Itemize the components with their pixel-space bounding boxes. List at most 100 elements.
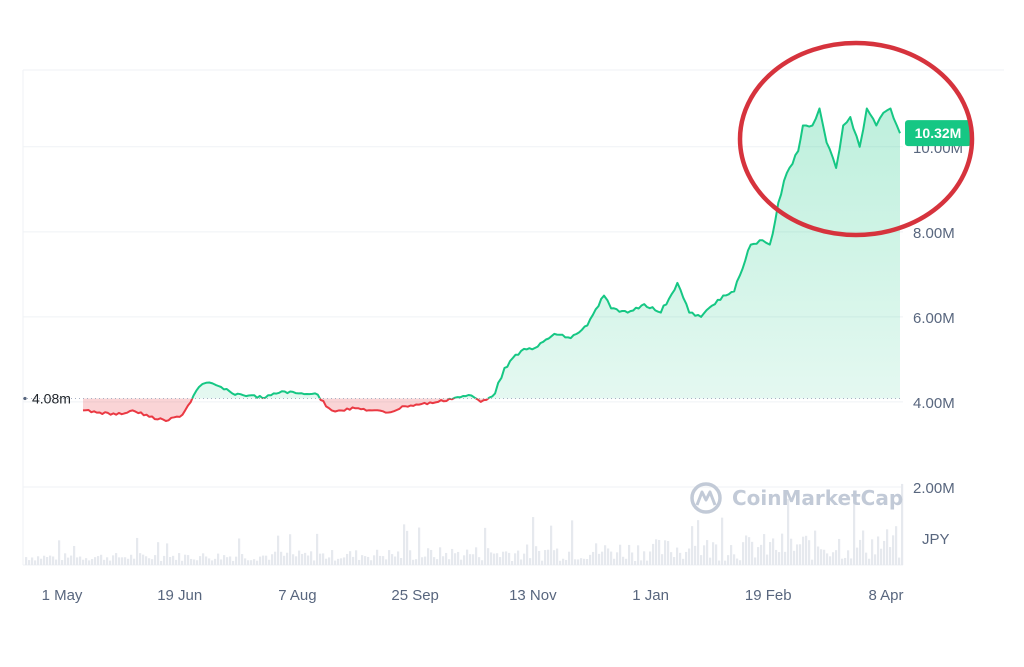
volume-bar xyxy=(25,557,28,565)
volume-bar xyxy=(514,553,517,565)
volume-bar xyxy=(769,542,772,565)
volume-bar xyxy=(787,498,790,565)
volume-bar xyxy=(208,558,211,565)
volume-bar xyxy=(295,556,298,565)
volume-bar xyxy=(850,558,853,565)
volume-bar xyxy=(217,553,220,565)
volume-bar xyxy=(667,541,670,565)
volume-bar xyxy=(223,555,226,565)
x-tick-label: 13 Nov xyxy=(509,587,557,604)
volume-bar xyxy=(880,548,883,565)
volume-bar xyxy=(73,545,76,565)
volume-bar xyxy=(118,557,121,565)
x-tick-label: 1 Jan xyxy=(632,587,669,604)
volume-bar xyxy=(541,560,544,565)
volume-bar xyxy=(820,549,823,565)
volume-bar xyxy=(613,558,616,565)
volume-bar xyxy=(703,545,706,565)
volume-bar xyxy=(640,560,643,565)
volume-bar xyxy=(610,551,613,565)
volume-bar xyxy=(100,554,103,565)
volume-bar xyxy=(865,552,868,565)
volume-bar xyxy=(814,530,817,565)
volume-bar xyxy=(358,559,361,565)
volume-bar xyxy=(844,557,847,565)
volume-bar xyxy=(637,545,640,565)
reference-label: 4.08m xyxy=(32,391,71,407)
volume-bar xyxy=(577,559,580,565)
volume-bar xyxy=(760,544,763,565)
volume-bar xyxy=(727,555,730,565)
volume-bar xyxy=(766,554,769,565)
volume-bar xyxy=(868,558,871,565)
volume-bar xyxy=(730,545,733,565)
price-areas xyxy=(83,108,900,421)
y-tick-label: 8.00M xyxy=(913,225,955,242)
volume-bar xyxy=(340,558,343,565)
volume-bar xyxy=(142,554,145,565)
volume-bar xyxy=(94,557,97,565)
volume-bar xyxy=(349,551,352,565)
volume-bar xyxy=(220,559,223,565)
volume-bar xyxy=(130,554,133,565)
volume-bar xyxy=(169,557,172,565)
volume-bar xyxy=(631,552,634,565)
volume-bar xyxy=(250,560,253,565)
volume-bar xyxy=(670,552,673,565)
volume-bar xyxy=(46,557,49,565)
volume-bar xyxy=(712,542,715,565)
volume-bar xyxy=(433,557,436,565)
volume-bar xyxy=(886,529,889,565)
volume-bar xyxy=(487,548,490,565)
volume-bar xyxy=(652,543,655,565)
volume-bar xyxy=(493,553,496,565)
volume-bar xyxy=(430,549,433,565)
volume-bar xyxy=(331,550,334,565)
x-tick-label: 1 May xyxy=(42,587,83,604)
volume-bar xyxy=(586,559,589,565)
volume-bar xyxy=(481,560,484,565)
volume-bar xyxy=(400,557,403,565)
volume-bar xyxy=(379,555,382,565)
volume-bar xyxy=(178,553,181,565)
volume-bar xyxy=(523,553,526,565)
volume-bar xyxy=(556,548,559,565)
area-below-reference xyxy=(83,398,489,421)
volume-bar xyxy=(685,551,688,565)
volume-bar xyxy=(451,548,454,565)
volume-bar xyxy=(562,558,565,565)
volume-bar xyxy=(373,555,376,565)
volume-bar xyxy=(871,539,874,565)
volume-bar xyxy=(328,557,331,565)
volume-bar xyxy=(325,558,328,565)
volume-bar xyxy=(280,551,283,565)
volume-bar xyxy=(319,553,322,565)
volume-bar xyxy=(241,554,244,565)
volume-bar xyxy=(370,560,373,565)
volume-bar xyxy=(352,556,355,565)
volume-bar xyxy=(322,553,325,565)
volume-bar xyxy=(538,550,541,565)
volume-bar xyxy=(544,550,547,565)
volume-bar xyxy=(901,483,904,565)
volume-bar xyxy=(721,517,724,565)
volume-bar xyxy=(478,557,481,565)
volume-bar xyxy=(232,560,235,565)
volume-bar xyxy=(877,536,880,565)
volume-bar xyxy=(625,558,628,565)
volume-bar xyxy=(409,550,412,565)
volume-bar xyxy=(88,560,91,565)
volume-bar xyxy=(826,553,829,565)
volume-bar xyxy=(40,558,43,565)
currency-label: JPY xyxy=(922,531,950,548)
volume-bar xyxy=(697,520,700,565)
x-tick-label: 7 Aug xyxy=(278,587,316,604)
volume-bar xyxy=(658,539,661,565)
volume-bar xyxy=(553,550,556,565)
volume-bar xyxy=(796,544,799,565)
volume-bar xyxy=(385,559,388,565)
volume-bar xyxy=(406,530,409,565)
volume-bar xyxy=(853,492,856,565)
volume-bar xyxy=(574,559,577,565)
volume-bar xyxy=(604,545,607,565)
